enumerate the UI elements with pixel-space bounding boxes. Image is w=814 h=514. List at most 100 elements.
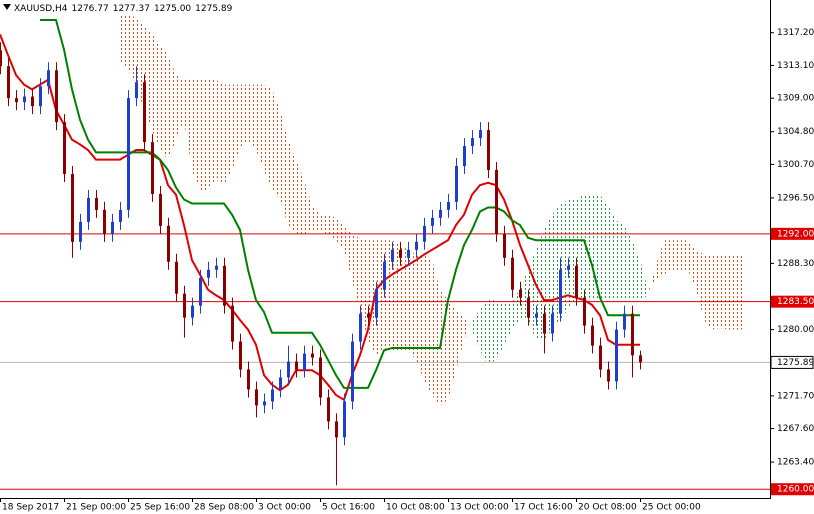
candle-body [623, 313, 626, 330]
cloud-segment [384, 240, 392, 351]
candle-body [191, 305, 194, 318]
y-tick-label: 1309.00 [777, 94, 814, 104]
candle-body [47, 70, 50, 87]
cloud-segment [240, 84, 248, 151]
x-tick-label: 17 Oct 16:00 [514, 503, 573, 513]
y-tick-label: 1304.80 [777, 127, 814, 137]
cloud-segment [640, 260, 648, 301]
cloud-segment [648, 264, 656, 296]
cloud-segment [344, 225, 352, 281]
cloud-segment [680, 240, 688, 270]
level-label-box [771, 483, 814, 496]
cloud-segment [520, 269, 528, 321]
cloud-segment [528, 249, 536, 340]
cloud-segment [200, 79, 208, 190]
indicator-line [40, 18, 640, 389]
candle-body [391, 249, 394, 262]
cloud-segment [672, 240, 680, 270]
cloud-segment [472, 309, 480, 351]
candle-body [15, 98, 18, 103]
candle-body [271, 389, 274, 402]
candle-body [135, 82, 138, 99]
candle-body [503, 233, 506, 258]
candle-body [591, 325, 594, 346]
cloud-segment [192, 79, 200, 190]
level-label: 1292.00 [777, 229, 814, 239]
cloud-segment [232, 84, 240, 170]
candle-body [183, 293, 186, 318]
candle-body [543, 313, 546, 334]
cloud-segment [584, 194, 592, 301]
cloud-segment [256, 84, 264, 170]
current-price-label: 1275.89 [777, 358, 814, 368]
candle-body [127, 98, 130, 210]
cloud-segment [608, 205, 616, 301]
cloud-segment [376, 240, 384, 356]
candle-body [607, 369, 610, 382]
low-value: 1275.00 [154, 4, 191, 14]
candle-body [455, 166, 458, 202]
cloud-segment [536, 229, 544, 340]
candle-body [311, 353, 314, 358]
cloud-segment [568, 199, 576, 310]
cloud-segment [664, 240, 672, 275]
menu-icon[interactable] [3, 4, 11, 10]
x-tick-label: 13 Oct 00:00 [450, 503, 509, 513]
cloud-segment [408, 249, 416, 360]
cloud-segment [720, 254, 728, 330]
candle-body [231, 305, 234, 342]
cloud-segment [368, 240, 376, 356]
candle-body [167, 225, 170, 262]
candle-body [343, 401, 346, 438]
y-tick-label: 1280.00 [777, 325, 814, 335]
cloud-segment [128, 14, 136, 85]
candle-body [575, 265, 578, 298]
cloud-segment [600, 194, 608, 301]
candle-body [87, 197, 90, 222]
x-tick-label: 5 Oct 16:00 [322, 503, 375, 513]
y-tick-label: 1296.50 [777, 193, 814, 203]
candle-body [295, 361, 298, 370]
candle-body [551, 313, 554, 334]
cloud-segment [248, 84, 256, 151]
candle-body [423, 225, 426, 242]
candle-body [63, 122, 66, 174]
cloud-segment [424, 254, 432, 396]
chart-header: XAUUSD,H4 1276.77 1277.37 1275.00 1275.89 [14, 4, 233, 14]
candle-body [351, 341, 354, 402]
candle-body [215, 265, 218, 270]
plot-area [0, 14, 770, 490]
open-value: 1276.77 [72, 4, 109, 14]
candle-body [199, 277, 202, 306]
candle-body [255, 389, 258, 406]
candle-body [263, 401, 266, 406]
candle-body [567, 265, 570, 270]
cloud-segment [264, 84, 272, 190]
cloud-segment [296, 159, 304, 235]
candle-body [599, 345, 602, 370]
cloud-segment [392, 240, 400, 351]
candle-body [79, 221, 82, 242]
candle-body [399, 249, 402, 258]
x-tick-label: 25 Oct 00:00 [642, 503, 701, 513]
cloud-segment [168, 55, 176, 160]
cloud-segment [552, 205, 560, 330]
cloud-segment [712, 254, 720, 330]
cloud-segment [656, 240, 664, 281]
candle-body [415, 241, 418, 250]
candle-body [207, 269, 210, 278]
candle-body [279, 377, 282, 390]
cloud-segment [272, 89, 280, 200]
cloud-segment [704, 254, 712, 330]
cloud-segment [152, 34, 160, 151]
high-value: 1277.37 [113, 4, 150, 14]
candle-body [175, 261, 178, 294]
cloud-segment [440, 289, 448, 406]
cloud-segment [496, 300, 504, 360]
candle-body [559, 269, 562, 314]
candle-body [111, 221, 114, 234]
candle-body [487, 130, 490, 170]
candle-body [615, 329, 618, 382]
